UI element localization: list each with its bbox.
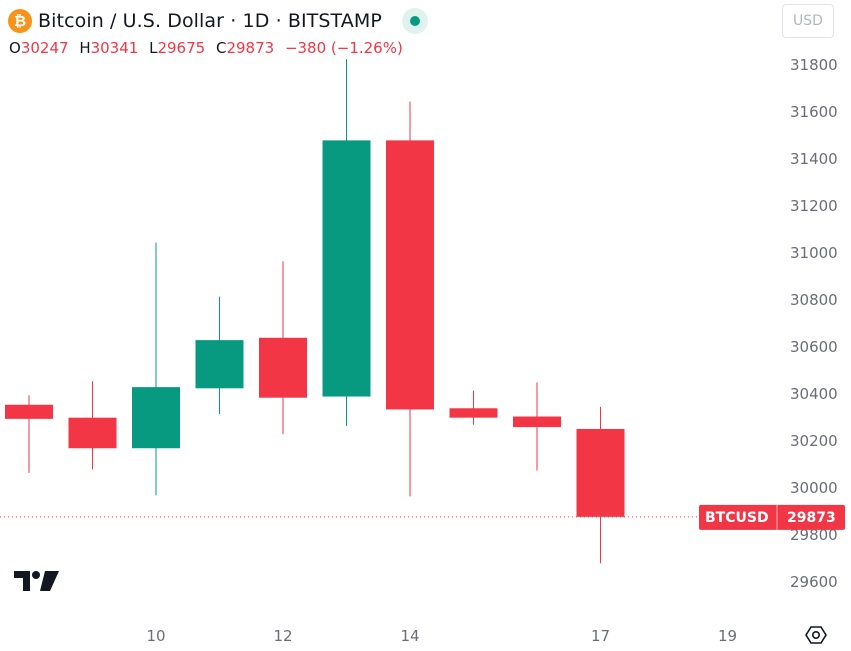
candle-body bbox=[576, 428, 625, 517]
currency-select[interactable]: USD bbox=[782, 4, 834, 38]
candle-body bbox=[68, 417, 117, 449]
candle-body bbox=[322, 140, 371, 397]
y-tick-label: 31600 bbox=[790, 103, 838, 121]
candle[interactable] bbox=[195, 296, 244, 415]
candle[interactable] bbox=[576, 406, 625, 564]
price-label-symbol: BTCUSD bbox=[705, 510, 769, 526]
y-tick-label: 30200 bbox=[790, 432, 838, 450]
candle-body bbox=[513, 416, 561, 428]
candle[interactable] bbox=[322, 59, 371, 426]
candle[interactable] bbox=[132, 242, 180, 496]
low-value: 29675 bbox=[157, 39, 206, 57]
candle-body bbox=[386, 140, 434, 410]
y-tick-label: 31800 bbox=[790, 56, 838, 74]
market-status-icon[interactable] bbox=[401, 8, 428, 34]
candle[interactable] bbox=[68, 381, 117, 470]
y-tick-label: 29600 bbox=[790, 573, 838, 591]
open-label: O bbox=[9, 39, 21, 57]
currency-label: USD bbox=[793, 13, 823, 29]
candle[interactable] bbox=[5, 395, 53, 473]
settings-icon[interactable] bbox=[805, 624, 827, 646]
candle[interactable] bbox=[449, 390, 498, 425]
price-label-value: 29873 bbox=[787, 510, 836, 526]
x-tick-label: 19 bbox=[718, 627, 737, 645]
candle-body bbox=[5, 404, 53, 419]
x-tick-label: 14 bbox=[400, 627, 419, 645]
y-tick-label: 30400 bbox=[790, 385, 838, 403]
symbol-title[interactable]: Bitcoin / U.S. Dollar · 1D · BITSTAMP bbox=[38, 10, 382, 32]
tradingview-logo-icon[interactable] bbox=[14, 569, 60, 597]
y-tick-label: 31000 bbox=[790, 244, 838, 262]
low-label: L bbox=[149, 39, 158, 57]
y-tick-label: 31400 bbox=[790, 150, 838, 168]
candle-body bbox=[449, 408, 498, 418]
y-tick-label: 30600 bbox=[790, 338, 838, 356]
bitcoin-icon: ₿ bbox=[8, 9, 32, 33]
y-tick-label: 30000 bbox=[790, 479, 838, 497]
ohlc-legend: O30247 H30341 L29675 C29873 −380 (−1.26%… bbox=[9, 39, 428, 57]
x-tick-label: 17 bbox=[591, 627, 610, 645]
status-dot bbox=[409, 16, 420, 26]
candle-body bbox=[259, 337, 307, 398]
close-value: 29873 bbox=[226, 39, 275, 57]
last-price-label: BTCUSD 29873 bbox=[699, 504, 845, 530]
x-tick-label: 12 bbox=[273, 627, 292, 645]
candle[interactable] bbox=[386, 101, 434, 497]
y-tick-label: 31200 bbox=[790, 197, 838, 215]
title-row: ₿ Bitcoin / U.S. Dollar · 1D · BITSTAMP bbox=[8, 8, 428, 34]
candle[interactable] bbox=[513, 382, 561, 471]
y-tick-label: 29800 bbox=[790, 526, 838, 544]
y-tick-label: 30800 bbox=[790, 291, 838, 309]
candle-body bbox=[195, 340, 244, 389]
candle-body bbox=[132, 387, 180, 449]
high-value: 30341 bbox=[90, 39, 139, 57]
high-label: H bbox=[79, 39, 91, 57]
open-value: 30247 bbox=[20, 39, 69, 57]
chart-header: ₿ Bitcoin / U.S. Dollar · 1D · BITSTAMP … bbox=[8, 8, 428, 57]
change-value: −380 (−1.26%) bbox=[284, 39, 403, 57]
close-label: C bbox=[215, 39, 227, 57]
candle[interactable] bbox=[259, 261, 307, 435]
x-tick-label: 10 bbox=[146, 627, 165, 645]
